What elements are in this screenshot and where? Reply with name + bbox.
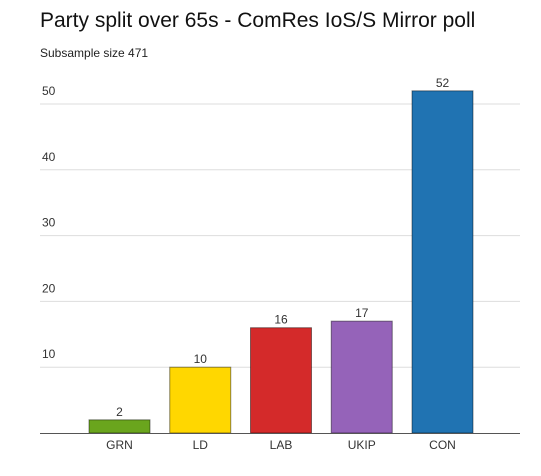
bar-value-label: 2 — [116, 405, 123, 419]
bar-con — [411, 90, 474, 434]
bar-value-label: 17 — [355, 306, 369, 320]
y-tick-label: 30 — [42, 216, 56, 230]
bar-value-label: 16 — [274, 313, 288, 327]
bar-ukip — [330, 320, 393, 434]
y-tick-label: 50 — [42, 84, 56, 98]
chart-title: Party split over 65s - ComRes IoS/S Mirr… — [40, 9, 476, 32]
bar-grn — [88, 419, 151, 434]
bar-value-label: 10 — [194, 352, 208, 366]
bar-ld — [169, 366, 232, 434]
y-tick-label: 20 — [42, 281, 56, 295]
x-category-label: LAB — [270, 438, 293, 452]
bar-data-labels: 2 10 16 17 52 — [116, 76, 449, 419]
y-tick-label: 40 — [42, 150, 56, 164]
y-tick-labels: 10 20 30 40 50 — [42, 84, 56, 361]
x-category-label: LD — [193, 438, 209, 452]
chart-subtitle: Subsample size 471 — [40, 46, 149, 60]
x-category-label: UKIP — [348, 438, 376, 452]
bar-lab — [250, 327, 312, 434]
x-category-label: CON — [429, 438, 456, 452]
x-category-labels: GRN LD LAB UKIP CON — [106, 438, 456, 452]
bars — [88, 90, 474, 434]
x-category-label: GRN — [106, 438, 133, 452]
y-tick-label: 10 — [42, 347, 56, 361]
bar-value-label: 52 — [436, 76, 450, 90]
